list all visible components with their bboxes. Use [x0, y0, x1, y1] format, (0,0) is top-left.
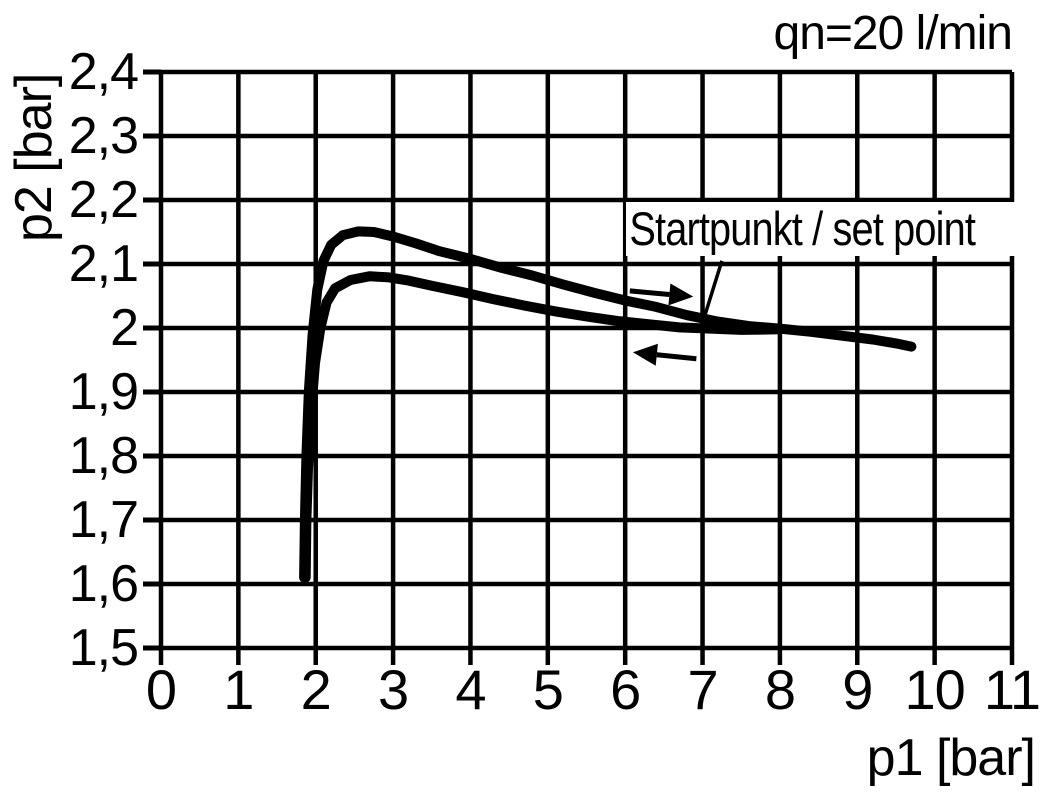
- y-tick-label: 2,2: [68, 171, 139, 229]
- x-tick-label: 1: [223, 658, 254, 721]
- increasing-pressure-arrow-head-icon: [668, 283, 694, 306]
- y-tick-label: 1,7: [68, 491, 139, 549]
- upper-hysteresis-branch: [299, 226, 917, 583]
- increasing-pressure-arrow-shaft: [629, 288, 670, 297]
- x-tick-label: 8: [764, 658, 796, 721]
- x-tick-label: 6: [610, 658, 641, 721]
- y-tick-label: 1,6: [68, 555, 139, 613]
- y-tick-label: 1,5: [68, 619, 139, 677]
- decreasing-pressure-arrow-shaft: [656, 352, 697, 362]
- y-tick-label: 2: [110, 299, 139, 357]
- x-axis-title: p1 [bar]: [866, 729, 1036, 787]
- y-tick-label: 1,9: [68, 363, 139, 421]
- set-point-leader-line: [700, 260, 724, 324]
- set-point-annotation-label: Startpunkt / set point: [626, 202, 1015, 256]
- x-tick-label: 11: [983, 658, 1041, 721]
- x-tick-label: 3: [378, 658, 409, 721]
- x-tick-label: 2: [300, 658, 332, 721]
- flow-rate-note: qn=20 l/min: [773, 7, 1013, 60]
- y-tick-label: 1,8: [68, 427, 139, 485]
- y-tick-label: 2,1: [68, 235, 139, 293]
- x-tick-label: 9: [842, 658, 873, 721]
- x-tick-label: 10: [904, 658, 965, 721]
- y-tick-label: 2,4: [68, 43, 139, 101]
- x-tick-label: 5: [532, 658, 564, 721]
- x-tick-label: 7: [687, 658, 718, 721]
- decreasing-pressure-arrow-head-icon: [632, 343, 658, 366]
- lower-hysteresis-branch: [300, 271, 785, 583]
- y-tick-label: 2,3: [68, 107, 139, 165]
- x-tick-label: 0: [145, 658, 177, 721]
- x-tick-label: 4: [455, 658, 486, 721]
